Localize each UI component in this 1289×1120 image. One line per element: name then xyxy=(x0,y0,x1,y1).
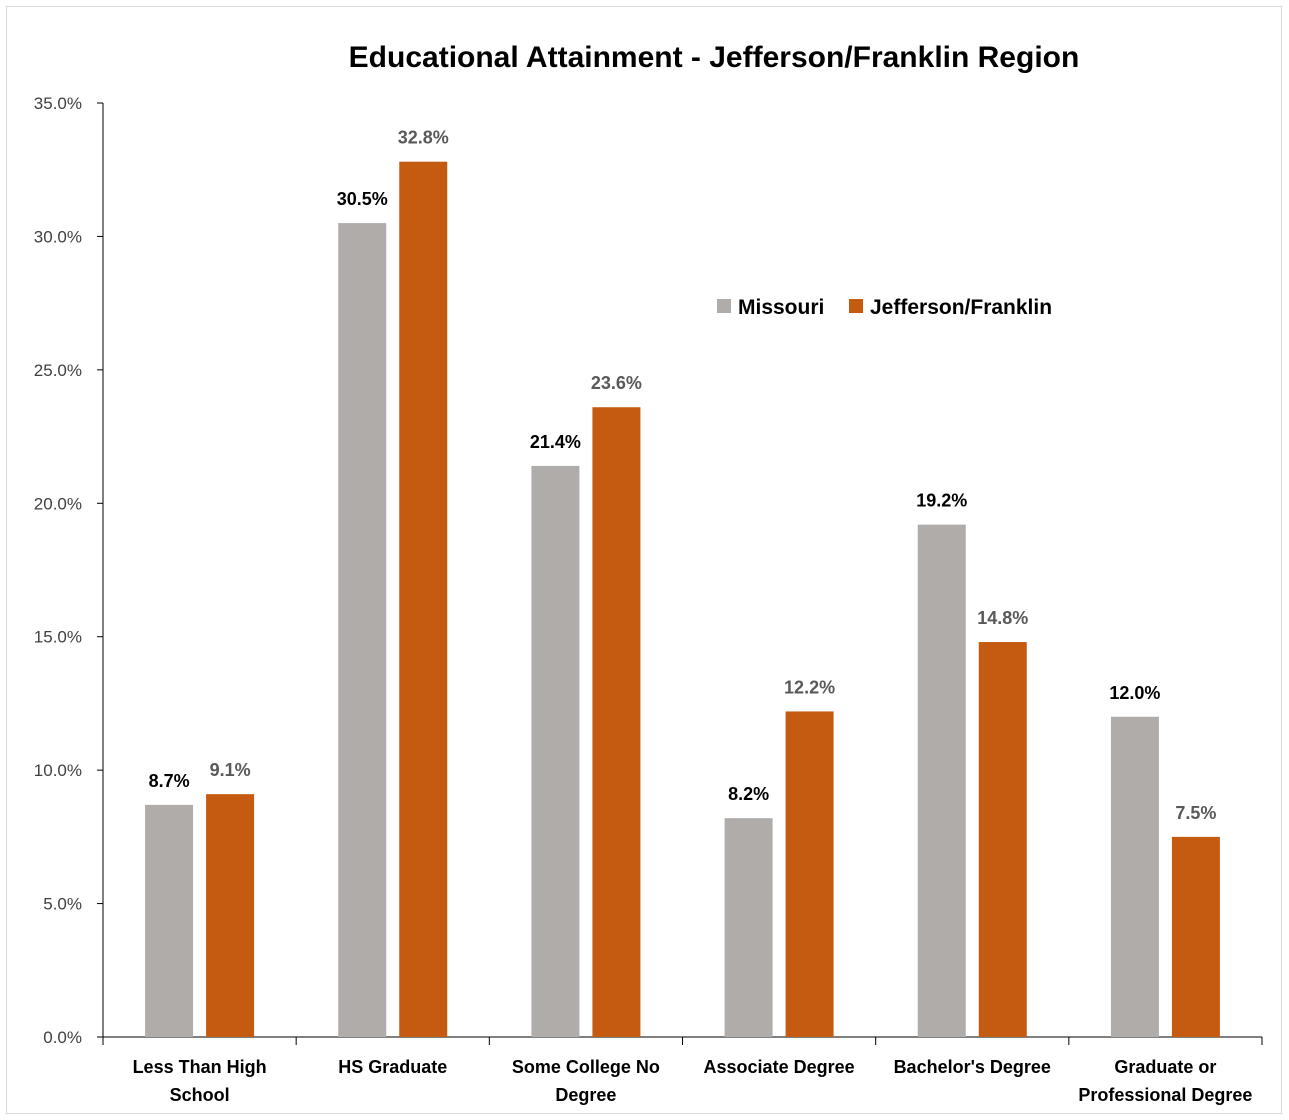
data-label: 9.1% xyxy=(210,760,251,780)
bar-missouri xyxy=(1110,716,1159,1037)
y-tick-label: 10.0% xyxy=(34,761,82,780)
data-label: 30.5% xyxy=(337,189,388,209)
x-category-label: Associate Degree xyxy=(704,1057,855,1077)
data-label: 8.2% xyxy=(728,784,769,804)
data-label: 12.0% xyxy=(1109,683,1160,703)
legend: Missouri Jefferson/Franklin xyxy=(717,296,1052,319)
y-tick-label: 20.0% xyxy=(34,494,82,513)
data-label: 12.2% xyxy=(784,677,835,697)
legend-label: Missouri xyxy=(738,296,824,319)
data-label: 8.7% xyxy=(149,771,190,791)
x-category-label: Graduate or Professional Degree xyxy=(1078,1057,1252,1105)
x-category-label: Some College No Degree xyxy=(512,1057,660,1105)
y-tick-label: 30.0% xyxy=(34,227,82,246)
x-category-label: Less Than High School xyxy=(133,1057,267,1105)
bar-jefferson-franklin xyxy=(1171,836,1220,1037)
bar-jefferson-franklin xyxy=(206,794,255,1037)
y-tick-label: 15.0% xyxy=(34,628,82,647)
legend-swatch xyxy=(717,299,731,313)
x-category-label: HS Graduate xyxy=(338,1057,447,1077)
legend-label: Jefferson/Franklin xyxy=(870,296,1052,319)
bar-missouri xyxy=(724,818,773,1037)
y-tick-label: 0.0% xyxy=(43,1028,82,1047)
x-category-label: Bachelor's Degree xyxy=(894,1057,1051,1077)
y-tick-label: 5.0% xyxy=(43,895,82,914)
y-tick-label: 35.0% xyxy=(34,94,82,113)
bar-jefferson-franklin xyxy=(592,407,641,1037)
chart-title: Educational Attainment - Jefferson/Frank… xyxy=(349,41,1080,74)
data-labels: 8.7% 30.5% 21.4% 8.2% 19.2% 12.0% 9.1% 32.8% 23.… xyxy=(149,128,1217,823)
x-axis: Less Than High School HS Graduate Some Coll… xyxy=(102,1036,1263,1105)
legend-swatch xyxy=(849,299,863,313)
bar-jefferson-franklin xyxy=(978,642,1027,1037)
bar-jefferson-franklin xyxy=(785,711,834,1037)
bar-missouri xyxy=(145,804,194,1037)
bars xyxy=(145,161,1220,1038)
data-label: 32.8% xyxy=(398,128,449,148)
bar-missouri xyxy=(917,524,966,1037)
data-label: 14.8% xyxy=(977,608,1028,628)
data-label: 19.2% xyxy=(916,491,967,511)
y-axis: 0.0% 5.0% 10.0% 15.0% 20.0% 25.0% 30.0% 35.0% xyxy=(34,94,104,1047)
bar-jefferson-franklin xyxy=(399,161,448,1038)
bar-missouri xyxy=(338,223,387,1038)
data-label: 7.5% xyxy=(1175,803,1216,823)
data-label: 23.6% xyxy=(591,373,642,393)
data-label: 21.4% xyxy=(530,432,581,452)
bar-missouri xyxy=(531,465,580,1037)
y-tick-label: 25.0% xyxy=(34,361,82,380)
